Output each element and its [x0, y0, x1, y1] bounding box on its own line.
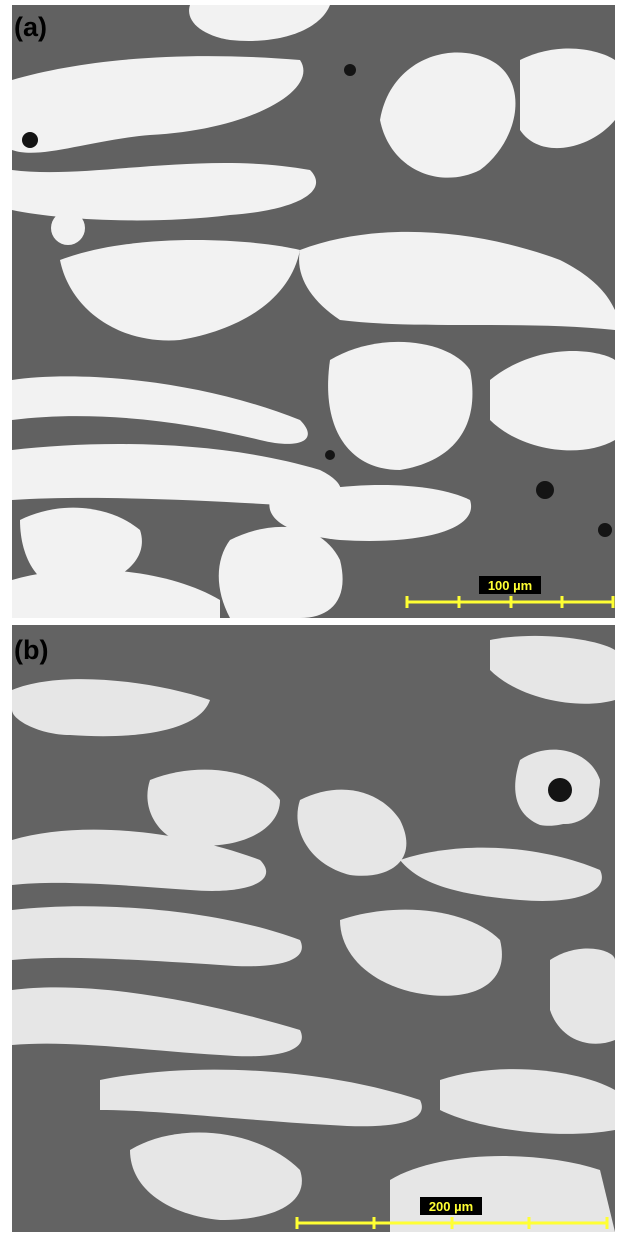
- panel-label: (a): [14, 12, 47, 42]
- pores: [548, 778, 572, 802]
- pore: [548, 778, 572, 802]
- grain: [390, 1156, 615, 1232]
- pore: [536, 481, 554, 499]
- scale-bar-label: 200 µm: [429, 1199, 473, 1214]
- panel-a: (a) 100 µm: [12, 5, 615, 618]
- pore: [22, 132, 38, 148]
- panel-label: (b): [14, 635, 48, 665]
- panel-b: (b) 200 µm: [12, 625, 615, 1232]
- grain: [51, 211, 85, 245]
- grain: [219, 527, 343, 618]
- scale-bar-label: 100 µm: [488, 578, 532, 593]
- page: {"panels": [{"label": "(a)", "scale_bar"…: [0, 0, 625, 1236]
- grain: [520, 48, 615, 148]
- figure: (a) 100 µm: [0, 0, 625, 1236]
- pore: [598, 523, 612, 537]
- pore: [325, 450, 335, 460]
- pore: [344, 64, 356, 76]
